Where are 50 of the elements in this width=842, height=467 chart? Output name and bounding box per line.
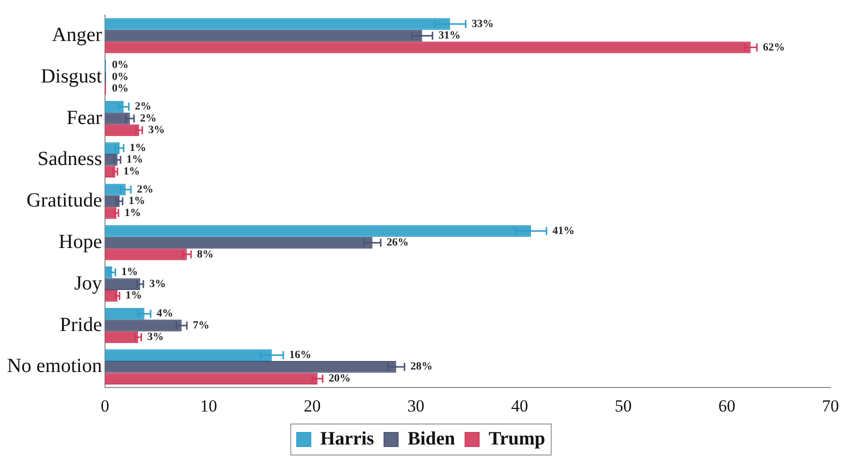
- data-label: 0%: [112, 70, 129, 83]
- data-label: 16%: [289, 349, 312, 362]
- data-label: 1%: [124, 206, 141, 219]
- y-tick-label: Anger: [52, 24, 102, 46]
- y-tick-label: Fear: [66, 106, 102, 129]
- x-tick-label: 0: [100, 396, 110, 416]
- y-tick-label: Pride: [60, 314, 102, 336]
- data-label: 3%: [148, 124, 165, 136]
- x-tick-label: 40: [511, 396, 528, 416]
- x-tick-label: 50: [614, 396, 632, 416]
- data-label: 2%: [140, 112, 157, 124]
- bar: [104, 331, 138, 344]
- x-tick-label: 10: [200, 396, 218, 416]
- legend-label: Trump: [488, 428, 546, 450]
- bar: [104, 124, 140, 136]
- data-label: 28%: [410, 360, 433, 373]
- x-tick-label: 70: [822, 396, 839, 416]
- data-label: 26%: [386, 236, 409, 249]
- y-tick-label: Sadness: [38, 148, 102, 170]
- data-label: 7%: [192, 319, 210, 332]
- data-label: 1%: [126, 154, 144, 166]
- data-label: 62%: [762, 41, 785, 54]
- data-label: 33%: [472, 18, 494, 30]
- data-label: 4%: [156, 308, 174, 320]
- data-label: 1%: [126, 290, 142, 302]
- data-label: 1%: [130, 142, 146, 154]
- data-label: 2%: [136, 183, 154, 196]
- data-label: 0%: [112, 82, 129, 95]
- legend-label: Harris: [320, 428, 374, 450]
- x-tick-label: 20: [304, 396, 321, 416]
- data-label: 20%: [328, 372, 351, 384]
- data-label: 8%: [197, 248, 214, 260]
- y-tick-label: Disgust: [40, 65, 102, 88]
- y-tick-label: Gratitude: [26, 190, 102, 212]
- data-label: 3%: [149, 278, 166, 290]
- data-label: 31%: [438, 30, 461, 42]
- y-tick-label: No emotion: [6, 355, 102, 378]
- data-label: 3%: [147, 331, 164, 344]
- data-label: 0%: [112, 59, 129, 72]
- y-tick-label: Joy: [74, 272, 102, 294]
- data-label: 1%: [123, 165, 140, 178]
- x-tick-label: 30: [407, 396, 424, 416]
- legend-label: Biden: [408, 428, 456, 450]
- bar: [104, 278, 140, 290]
- data-label: 1%: [121, 266, 138, 278]
- data-label: 1%: [128, 195, 146, 208]
- x-tick-label: 60: [718, 396, 736, 416]
- data-label: 2%: [134, 100, 152, 113]
- y-tick-label: Hope: [58, 230, 102, 253]
- data-label: 41%: [552, 224, 575, 237]
